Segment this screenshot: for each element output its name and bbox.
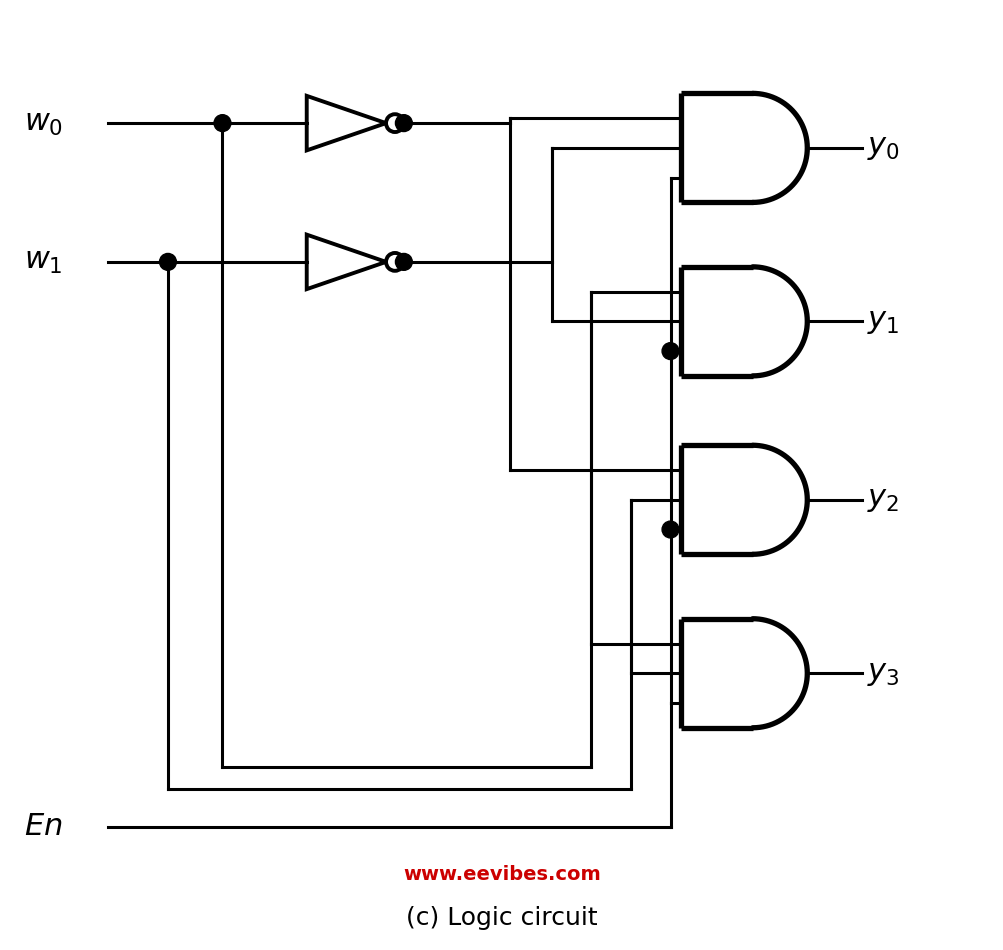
Circle shape <box>661 522 678 538</box>
Text: (c) Logic circuit: (c) Logic circuit <box>406 906 597 930</box>
Circle shape <box>214 115 231 131</box>
Text: www.eevibes.com: www.eevibes.com <box>403 864 600 884</box>
Circle shape <box>159 254 177 271</box>
Text: $En$: $En$ <box>24 812 63 842</box>
Circle shape <box>385 114 403 132</box>
Text: $y_1$: $y_1$ <box>866 307 899 336</box>
Text: $w_0$: $w_0$ <box>24 108 63 138</box>
Circle shape <box>661 343 678 359</box>
Circle shape <box>395 115 412 131</box>
Circle shape <box>395 254 412 271</box>
Text: $y_0$: $y_0$ <box>866 133 899 162</box>
Text: $y_2$: $y_2$ <box>866 485 899 514</box>
Text: $y_3$: $y_3$ <box>866 658 899 688</box>
Text: $w_1$: $w_1$ <box>24 247 63 276</box>
Circle shape <box>385 253 403 271</box>
